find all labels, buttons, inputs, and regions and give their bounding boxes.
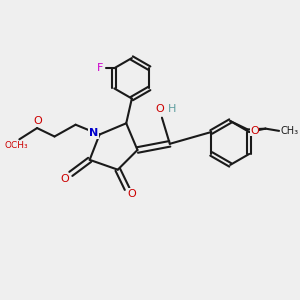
Text: O: O <box>250 126 259 136</box>
Text: O: O <box>155 104 164 114</box>
Text: H: H <box>168 104 176 114</box>
Text: O: O <box>33 116 42 126</box>
Text: O: O <box>128 189 136 199</box>
Text: OCH₃: OCH₃ <box>4 141 28 150</box>
Text: N: N <box>89 128 98 138</box>
Text: CH₃: CH₃ <box>281 126 299 136</box>
Text: F: F <box>97 63 103 73</box>
Text: O: O <box>60 174 69 184</box>
